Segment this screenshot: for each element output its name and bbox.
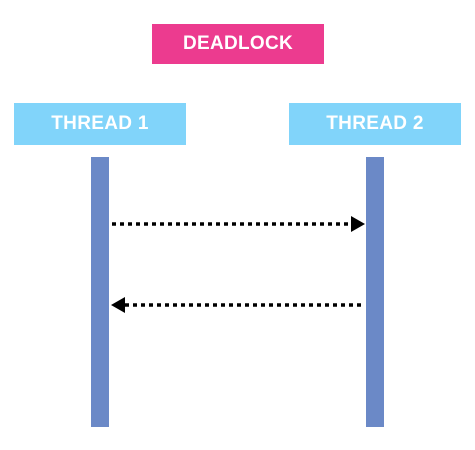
- thread-1-lifeline: [91, 157, 109, 427]
- message-arrow-thread2-to-thread1: [111, 297, 361, 313]
- thread-1-header: THREAD 1: [14, 103, 186, 145]
- diagram-title: DEADLOCK: [152, 24, 324, 64]
- message-arrow-thread1-to-thread2: [112, 216, 365, 232]
- arrowhead-right-icon: [351, 216, 365, 232]
- arrowhead-left-icon: [111, 297, 125, 313]
- thread-2-header: THREAD 2: [289, 103, 461, 145]
- thread-2-lifeline: [366, 157, 384, 427]
